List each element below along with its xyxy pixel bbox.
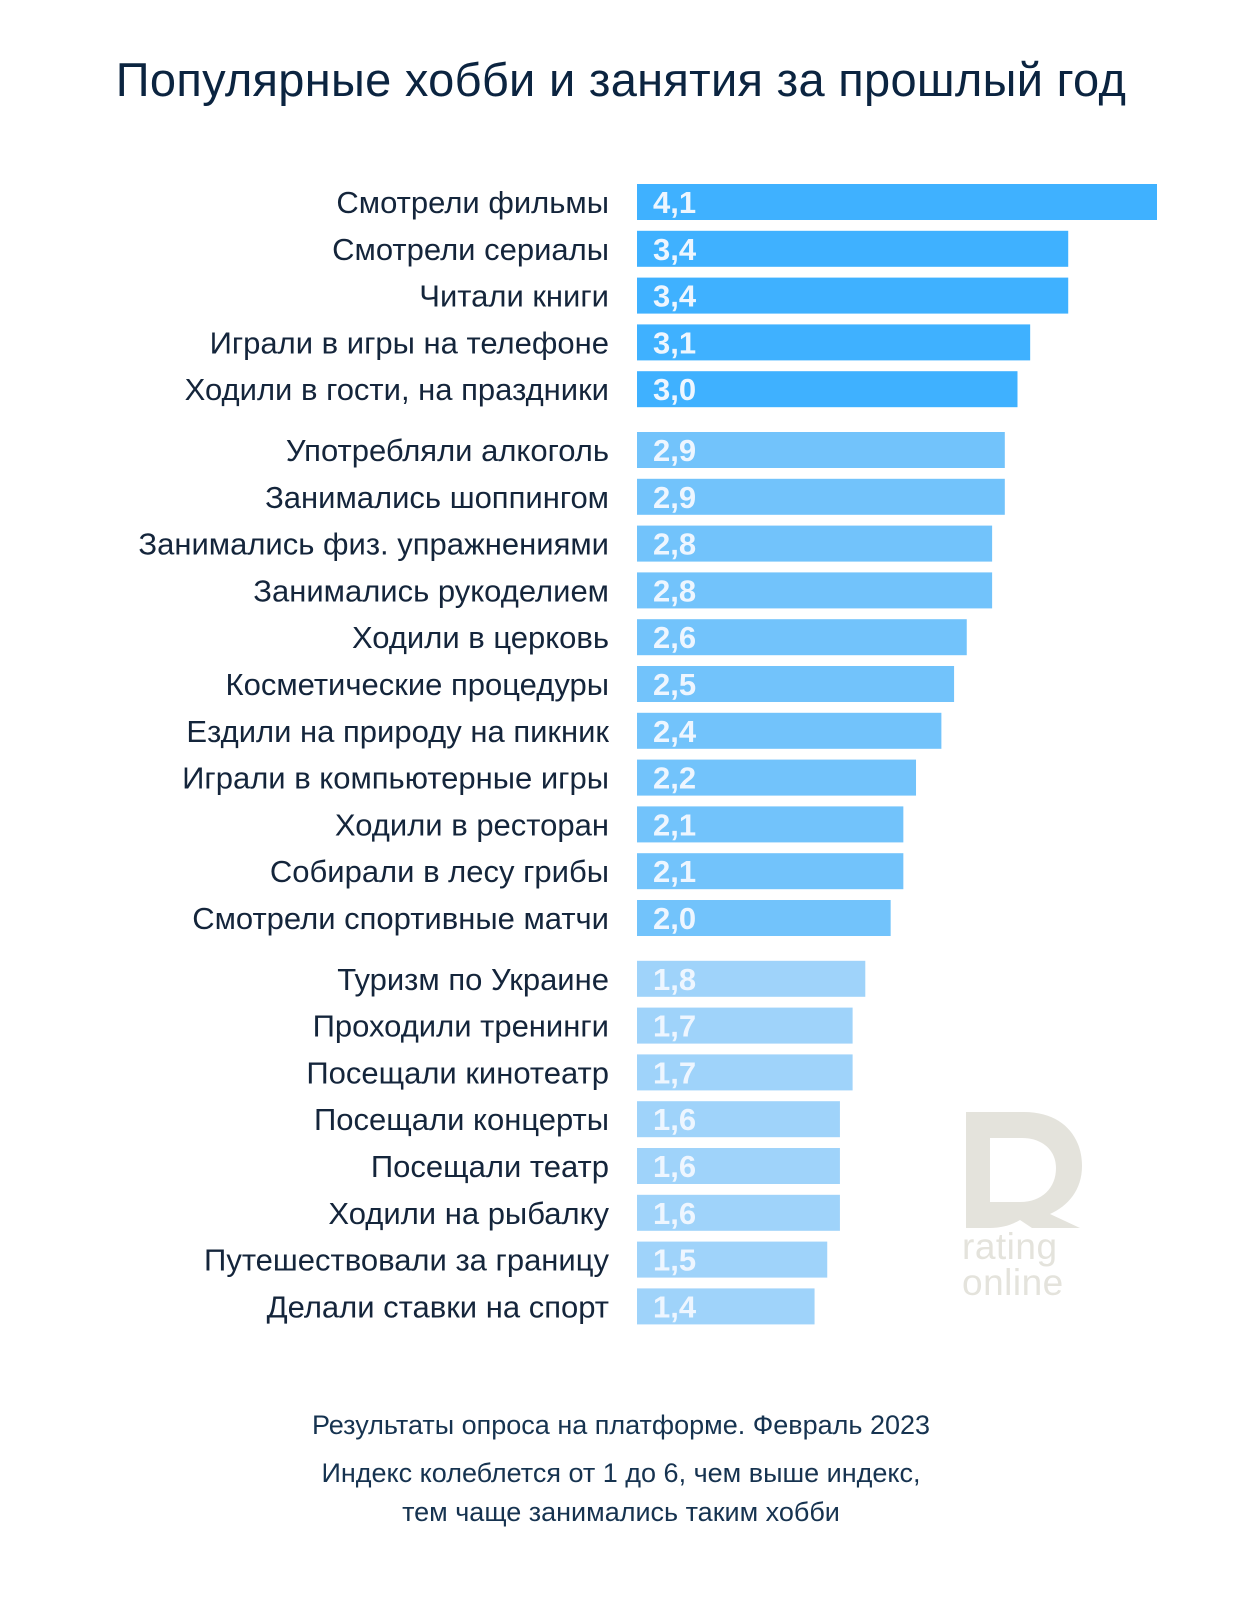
bar [637,619,967,656]
category-label: Занимались физ. упражнениями [138,527,609,562]
category-label: Занимались шоппингом [265,480,609,515]
bar [637,712,942,749]
category-label: Смотрели фильмы [336,185,609,220]
bar [637,478,1005,515]
value-label: 2,0 [653,901,696,936]
value-label: 2,1 [653,854,696,889]
bar [637,525,993,562]
category-label: Играли в игры на телефоне [210,325,609,360]
bar [637,1101,840,1138]
watermark-line1: rating [962,1226,1058,1267]
bar [637,806,904,843]
category-label: Туризм по Украине [337,962,609,997]
category-label: Делали ставки на спорт [267,1289,609,1324]
chart-title: Популярные хобби и занятия за прошлый го… [115,53,1127,106]
bar [637,230,1069,267]
category-label: Ходили в гости, на праздники [185,372,609,407]
value-label: 1,6 [653,1102,696,1137]
category-label: Косметические процедуры [226,667,609,702]
category-label: Посещали концерты [314,1102,609,1137]
category-label: Ходили в ресторан [335,807,609,842]
value-label: 2,5 [653,667,696,702]
category-label: Посещали кинотеатр [306,1055,609,1090]
category-label: Употребляли алкоголь [286,433,609,468]
category-label: Собирали в лесу грибы [270,854,609,889]
watermark-line2: online [962,1262,1064,1303]
category-label: Ходили в церковь [352,620,609,655]
category-label: Читали книги [419,279,609,314]
bar [637,900,891,936]
value-label: 1,6 [653,1196,696,1231]
value-label: 3,0 [653,372,696,407]
value-label: 1,6 [653,1149,696,1184]
footer-note-line2: тем чаще занимались таким хобби [402,1497,840,1527]
bar [637,277,1069,314]
bar [637,572,993,609]
bar [637,184,1157,220]
value-label: 2,1 [653,807,696,842]
category-label: Проходили тренинги [313,1009,609,1044]
bar [637,853,904,890]
category-label: Ездили на природу на пикник [186,714,609,749]
value-label: 1,5 [653,1243,696,1278]
category-label: Смотрели спортивные матчи [192,901,609,936]
value-label: 2,6 [653,620,696,655]
value-label: 3,1 [653,325,696,360]
category-label: Ходили на рыбалку [328,1196,609,1231]
bar [637,759,917,796]
value-label: 1,8 [653,962,696,997]
value-label: 1,7 [653,1009,696,1044]
value-label: 2,8 [653,573,696,608]
bar [637,666,955,702]
value-label: 2,8 [653,527,696,562]
value-label: 2,2 [653,761,696,796]
bar [637,432,1005,468]
bar [637,1194,840,1231]
value-label: 2,9 [653,433,696,468]
category-label: Занимались рукоделием [253,573,609,608]
bar [637,324,1031,361]
bar [637,371,1018,408]
value-label: 1,4 [653,1289,697,1324]
bar [637,960,866,997]
value-label: 3,4 [653,232,697,267]
footer-source: Результаты опроса на платформе. Февраль … [311,1410,931,1440]
bar [637,1054,853,1091]
footer-note-line1: Индекс колеблется от 1 до 6, чем выше ин… [321,1458,921,1488]
value-label: 2,9 [653,480,696,515]
bar [637,1007,853,1044]
value-label: 4,1 [653,185,696,220]
bar [637,1148,840,1184]
category-label: Смотрели сериалы [332,232,609,267]
category-label: Играли в компьютерные игры [182,761,609,796]
value-label: 3,4 [653,279,697,314]
bar [637,1288,815,1325]
bar [637,1241,828,1278]
rating-online-logo-icon [966,1112,1082,1228]
value-label: 2,4 [653,714,697,749]
value-label: 1,7 [653,1055,696,1090]
category-label: Путешествовали за границу [204,1243,609,1278]
category-label: Посещали театр [371,1149,609,1184]
